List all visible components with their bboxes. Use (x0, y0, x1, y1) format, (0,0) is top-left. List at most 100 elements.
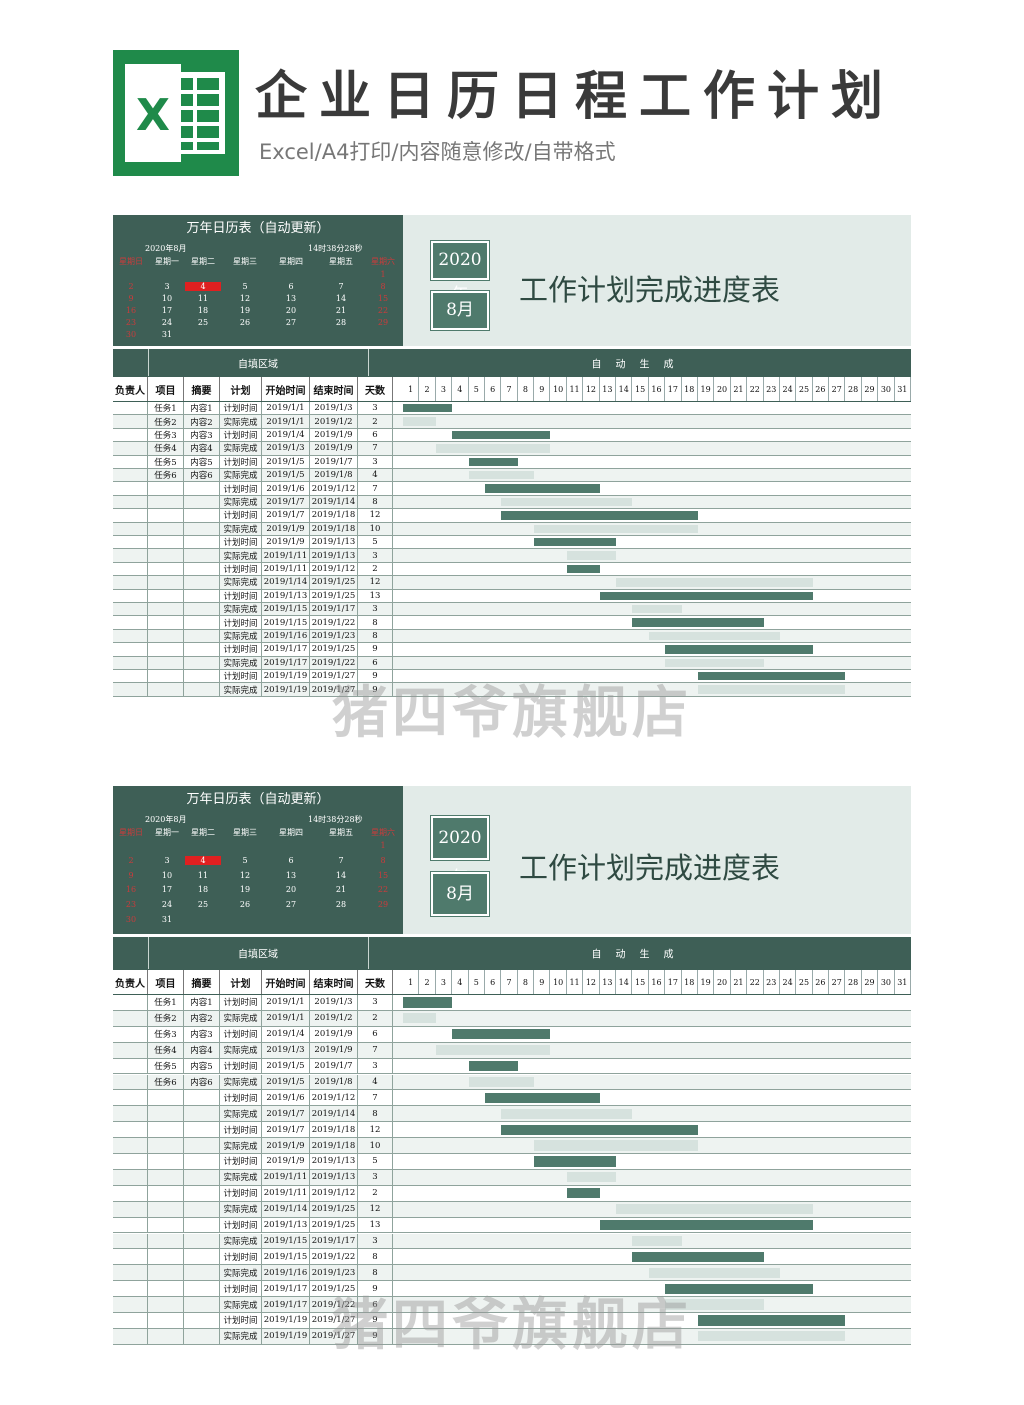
cell-project[interactable]: 任务2 (148, 1010, 184, 1026)
cell-project[interactable] (148, 643, 184, 656)
cell-end[interactable]: 2019/1/12 (310, 482, 358, 495)
cell-plan[interactable]: 实际完成 (220, 1169, 262, 1185)
cell-summary[interactable] (184, 1265, 220, 1281)
cell-owner[interactable] (113, 1265, 148, 1281)
cell-days[interactable]: 6 (358, 1026, 393, 1042)
cell-owner[interactable] (113, 402, 148, 415)
cell-end[interactable]: 2019/1/27 (310, 683, 358, 696)
cell-owner[interactable] (113, 576, 148, 589)
cell-plan[interactable]: 实际完成 (220, 549, 262, 562)
cell-owner[interactable] (113, 670, 148, 683)
cell-days[interactable]: 7 (358, 1090, 393, 1106)
cell-project[interactable] (148, 1281, 184, 1297)
cell-summary[interactable] (184, 629, 220, 643)
cell-plan[interactable]: 实际完成 (220, 1328, 262, 1344)
cell-summary[interactable] (184, 509, 220, 522)
cell-start[interactable]: 2019/1/5 (262, 1058, 310, 1074)
cell-project[interactable] (148, 1122, 184, 1138)
cell-project[interactable] (148, 1328, 184, 1344)
cell-start[interactable]: 2019/1/11 (262, 1185, 310, 1201)
cell-project[interactable] (148, 603, 184, 616)
cell-start[interactable]: 2019/1/7 (262, 509, 310, 522)
cell-days[interactable]: 2 (358, 415, 393, 428)
cell-days[interactable]: 12 (358, 576, 393, 589)
cell-start[interactable]: 2019/1/7 (262, 495, 310, 509)
cell-end[interactable]: 2019/1/25 (310, 576, 358, 589)
cell-project[interactable] (148, 1090, 184, 1106)
cell-project[interactable] (148, 670, 184, 683)
cell-days[interactable]: 9 (358, 643, 393, 656)
cell-summary[interactable]: 内容5 (184, 455, 220, 468)
cell-project[interactable] (148, 509, 184, 522)
cell-days[interactable]: 3 (358, 603, 393, 616)
cell-end[interactable]: 2019/1/22 (310, 616, 358, 629)
cell-end[interactable]: 2019/1/18 (310, 509, 358, 522)
cell-owner[interactable] (113, 455, 148, 468)
cell-summary[interactable]: 内容1 (184, 995, 220, 1010)
cell-start[interactable]: 2019/1/15 (262, 1233, 310, 1249)
cell-days[interactable]: 7 (358, 1042, 393, 1058)
cell-start[interactable]: 2019/1/1 (262, 1010, 310, 1026)
cell-start[interactable]: 2019/1/7 (262, 1106, 310, 1122)
cell-plan[interactable]: 计划时间 (220, 562, 262, 576)
cell-owner[interactable] (113, 1010, 148, 1026)
cell-plan[interactable]: 计划时间 (220, 482, 262, 495)
cell-summary[interactable] (184, 576, 220, 589)
cell-project[interactable] (148, 1233, 184, 1249)
cell-days[interactable]: 9 (358, 1313, 393, 1328)
cell-project[interactable]: 任务4 (148, 1042, 184, 1058)
cell-owner[interactable] (113, 603, 148, 616)
cell-start[interactable]: 2019/1/16 (262, 629, 310, 643)
cell-end[interactable]: 2019/1/14 (310, 495, 358, 509)
cell-end[interactable]: 2019/1/25 (310, 1281, 358, 1297)
cell-days[interactable]: 8 (358, 495, 393, 509)
cell-days[interactable]: 3 (358, 1233, 393, 1249)
cell-end[interactable]: 2019/1/12 (310, 562, 358, 576)
cell-summary[interactable] (184, 1169, 220, 1185)
cell-end[interactable]: 2019/1/9 (310, 1026, 358, 1042)
cell-summary[interactable] (184, 562, 220, 576)
cell-end[interactable]: 2019/1/22 (310, 1297, 358, 1312)
cell-owner[interactable] (113, 1313, 148, 1328)
cell-project[interactable] (148, 656, 184, 669)
cell-owner[interactable] (113, 1122, 148, 1138)
cell-owner[interactable] (113, 1106, 148, 1122)
cell-summary[interactable] (184, 1090, 220, 1106)
cell-start[interactable]: 2019/1/17 (262, 656, 310, 669)
cell-days[interactable]: 13 (358, 589, 393, 602)
cell-plan[interactable]: 实际完成 (220, 629, 262, 643)
cell-summary[interactable] (184, 683, 220, 696)
cell-start[interactable]: 2019/1/19 (262, 1328, 310, 1344)
cell-start[interactable]: 2019/1/14 (262, 1201, 310, 1217)
cell-start[interactable]: 2019/1/6 (262, 1090, 310, 1106)
cell-plan[interactable]: 计划时间 (220, 455, 262, 468)
cell-start[interactable]: 2019/1/17 (262, 1297, 310, 1312)
cell-plan[interactable]: 计划时间 (220, 1185, 262, 1201)
cell-start[interactable]: 2019/1/3 (262, 442, 310, 455)
cell-start[interactable]: 2019/1/15 (262, 1249, 310, 1265)
cell-summary[interactable] (184, 656, 220, 669)
cell-project[interactable] (148, 576, 184, 589)
cell-project[interactable] (148, 536, 184, 549)
cell-owner[interactable] (113, 616, 148, 629)
cell-start[interactable]: 2019/1/11 (262, 562, 310, 576)
cell-days[interactable]: 9 (358, 1328, 393, 1344)
cell-start[interactable]: 2019/1/11 (262, 549, 310, 562)
cell-project[interactable] (148, 549, 184, 562)
cell-owner[interactable] (113, 549, 148, 562)
cell-plan[interactable]: 计划时间 (220, 1122, 262, 1138)
cell-end[interactable]: 2019/1/7 (310, 1058, 358, 1074)
cell-project[interactable]: 任务3 (148, 1026, 184, 1042)
cell-summary[interactable] (184, 1201, 220, 1217)
cell-project[interactable]: 任务1 (148, 995, 184, 1010)
cell-project[interactable]: 任务4 (148, 442, 184, 455)
cell-project[interactable]: 任务6 (148, 1074, 184, 1090)
cell-end[interactable]: 2019/1/17 (310, 1233, 358, 1249)
cell-start[interactable]: 2019/1/7 (262, 1122, 310, 1138)
cell-owner[interactable] (113, 1281, 148, 1297)
cell-summary[interactable] (184, 1233, 220, 1249)
cell-plan[interactable]: 实际完成 (220, 1106, 262, 1122)
cell-days[interactable]: 10 (358, 1138, 393, 1153)
cell-summary[interactable] (184, 643, 220, 656)
cell-days[interactable]: 3 (358, 1169, 393, 1185)
